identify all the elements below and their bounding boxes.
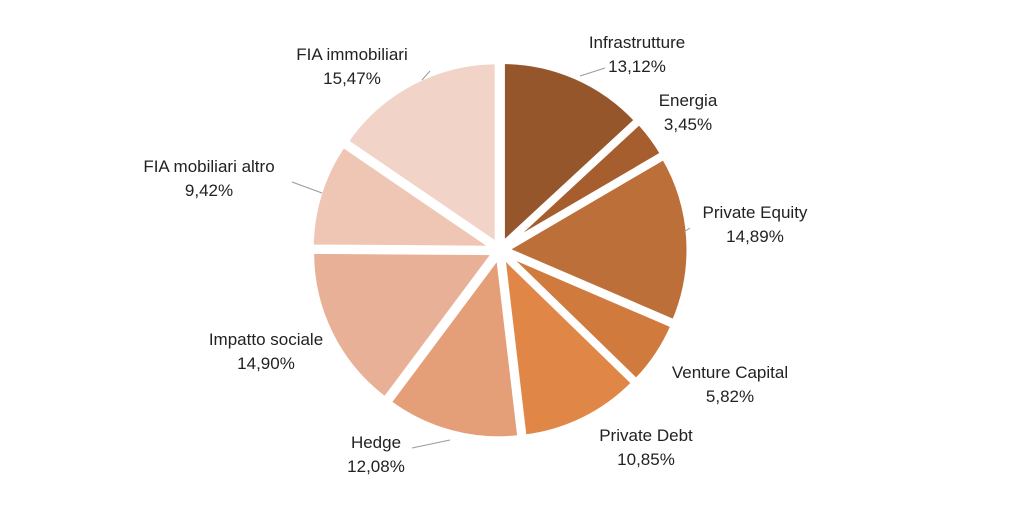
pie-slice-fia-mobiliari-altro [308, 141, 503, 251]
slice-value-label: 3,45% [664, 115, 712, 134]
leader-line [683, 227, 691, 233]
pie-slice-venture-capital [503, 251, 677, 385]
slice-name-label: Hedge [351, 433, 401, 452]
leader-lines [291, 67, 691, 449]
slice-value-label: 13,12% [608, 57, 666, 76]
slice-value-label: 14,90% [237, 354, 295, 373]
slice-name-label: Impatto sociale [209, 330, 323, 349]
slice-value-label: 15,47% [323, 69, 381, 88]
slice-name-label: Private Debt [599, 426, 693, 445]
pie-slice-hedge [385, 249, 523, 442]
slice-value-label: 14,89% [726, 227, 784, 246]
slice-name-label: FIA mobiliari altro [143, 157, 274, 176]
slice-name-label: Venture Capital [672, 363, 788, 382]
pie-slice-impatto-sociale [309, 248, 500, 403]
pie-slice-private-debt [499, 248, 638, 440]
leader-line [421, 70, 431, 81]
pie-slice-private-equity [500, 153, 692, 326]
pie-slice-energia [503, 118, 667, 249]
pie-slices [308, 59, 692, 442]
slice-name-label: FIA immobiliari [296, 45, 407, 64]
slice-name-label: Energia [659, 91, 718, 110]
leader-line [411, 439, 451, 449]
slice-value-label: 5,82% [706, 387, 754, 406]
slice-name-label: Infrastrutture [589, 33, 685, 52]
slice-value-label: 12,08% [347, 457, 405, 476]
slice-value-label: 9,42% [185, 181, 233, 200]
slice-labels: Infrastrutture 13,12% Energia 3,45% Private … [143, 33, 808, 476]
leader-line [579, 67, 606, 77]
pie-slice-fia-immobiliari [342, 59, 500, 250]
pie-slice-infrastrutture [499, 59, 641, 251]
slice-value-label: 10,85% [617, 450, 675, 469]
leader-line [291, 181, 323, 194]
slice-name-label: Private Equity [703, 203, 808, 222]
